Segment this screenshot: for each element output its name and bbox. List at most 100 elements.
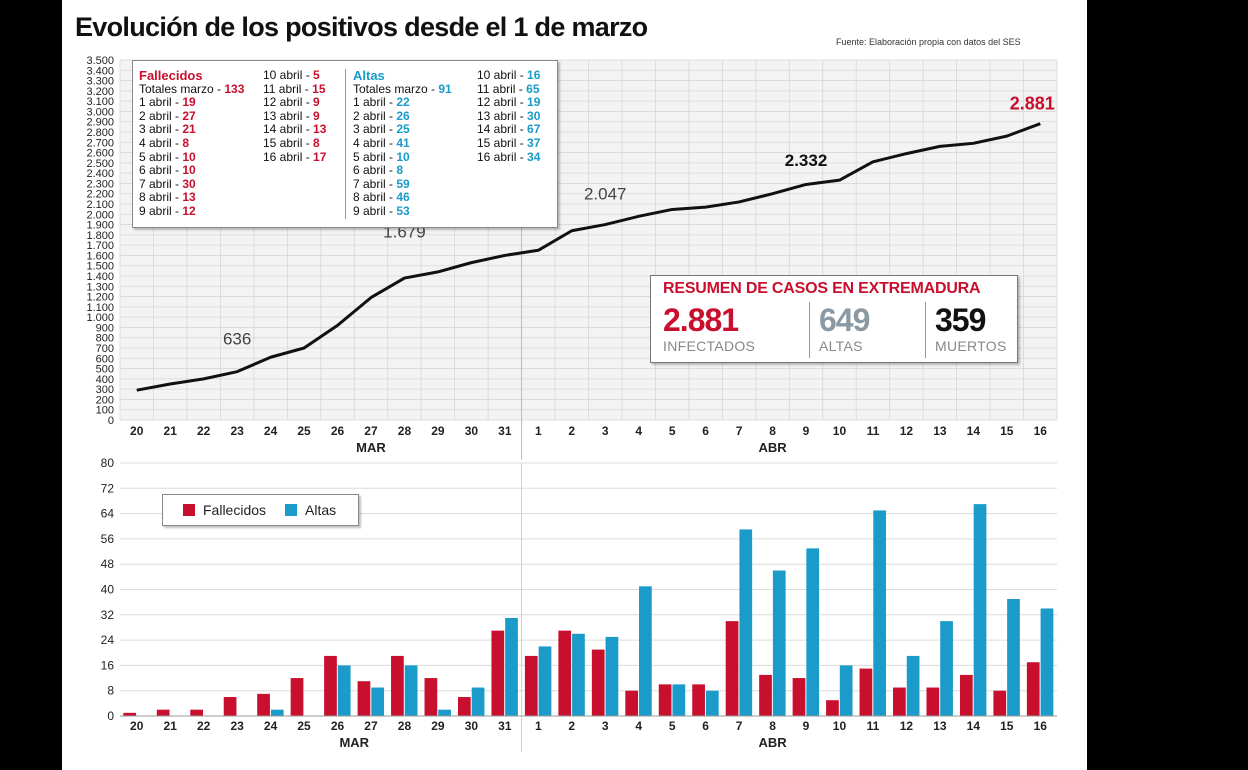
line-chart-xtick: 24 [264,424,278,438]
list-item: 5 abril - 10 [139,149,244,165]
bar-chart-xtick: 29 [431,719,445,733]
list-item-value: 5 [313,68,320,82]
list-item-value: 22 [396,95,410,110]
altas-label: ALTAS [819,338,863,354]
altas-col2: 10 abril - 16 11 abril - 65 12 abril - 19 1… [477,68,541,164]
bar-fallecidos [926,687,940,716]
bar-chart-xtick: 5 [669,719,676,733]
line-chart-xtick: 27 [364,424,378,438]
daily-breakdown-box: Fallecidos Totales marzo - 133 1 abril - … [132,60,558,228]
bar-chart-ytick: 16 [101,658,115,672]
infobox-divider [345,69,346,219]
line-chart-ytick: 2.400 [86,168,114,180]
muertos-label: MUERTOS [935,338,1007,354]
list-item-label: 10 abril - [477,68,528,82]
bar-fallecidos [658,684,672,716]
list-item: 3 abril - 21 [139,123,244,137]
list-item-label: 4 abril - [139,135,183,150]
bar-chart-ytick: 64 [101,507,115,521]
bar-chart-xtick: 25 [297,719,311,733]
bar-fallecidos [357,681,371,716]
summary-separator [809,302,810,358]
list-item-value: 91 [438,81,452,96]
line-chart-ytick: 1.000 [86,312,114,324]
line-chart-ytick: 1.400 [86,271,114,283]
list-item: 13 abril - 30 [477,109,540,124]
bar-fallecidos [290,678,304,716]
list-item-value: 19 [527,95,541,110]
list-item-label: 3 abril - [139,122,183,137]
bar-chart-xtick: 20 [130,719,144,733]
list-item: 10 abril - 16 [477,68,540,83]
list-item-value: 133 [224,81,245,96]
line-chart-xtick: 16 [1034,424,1048,438]
line-chart-xtick: 30 [465,424,479,438]
list-item-value: 19 [182,95,196,110]
infectados-value: 2.881 [663,302,739,338]
bar-chart-ytick: 32 [101,608,115,622]
line-chart-xtick: 5 [669,424,676,438]
bar-altas [270,709,284,716]
line-chart-ytick: 3.300 [86,76,114,88]
bar-fallecidos [558,630,572,716]
bar-altas [1040,608,1054,716]
line-chart-ytick: 1.600 [86,250,114,262]
bar-altas [471,687,485,716]
bar-chart-xtick: 13 [933,719,947,733]
line-chart-annotation: 636 [223,330,251,349]
line-chart-xtick: 4 [635,424,642,438]
line-chart-xtick: 31 [498,424,512,438]
line-chart-ytick: 900 [96,322,114,334]
line-chart-xtick: 11 [867,424,880,438]
bar-altas [404,665,418,716]
bar-chart-ytick: 40 [101,583,115,597]
list-item-value: 9 [313,108,320,123]
bar-chart-ytick: 48 [101,557,115,571]
line-chart-ytick: 300 [96,384,114,396]
bar-altas [538,646,552,716]
line-chart-ytick: 2.800 [86,127,114,139]
bar-chart-ytick: 72 [101,481,115,495]
legend-label-altas: Altas [305,502,337,518]
altas-header: Altas [353,68,385,83]
list-item-value: 17 [313,149,327,164]
line-chart-ytick: 2.500 [86,158,114,170]
altas-value: 649 [819,302,870,338]
line-chart-ytick: 1.800 [86,230,114,242]
bar-altas [772,570,786,716]
line-chart-xtick: 21 [164,424,178,438]
list-item-value: 10 [182,149,196,164]
list-item-label: 4 abril - [353,135,397,150]
list-item: Totales marzo - 133 [139,81,245,97]
list-item-value: 8 [313,135,320,150]
line-chart-xtick: 12 [900,424,914,438]
line-chart-xtick: 23 [230,424,244,438]
bar-altas [1007,598,1020,716]
list-item-label: 15 abril - [477,135,528,150]
list-item-label: 1 abril - [139,95,183,110]
list-item: 6 abril - 8 [353,163,452,178]
list-item-label: 11 abril - [477,81,527,96]
bar-altas [873,510,886,716]
list-item: Totales marzo - 91 [353,81,452,97]
list-item-label: Totales marzo - [353,81,439,96]
fallecidos-header: Fallecidos [139,68,203,83]
line-chart-xtick: 25 [297,424,311,438]
line-chart-xtick: 26 [331,424,345,438]
bar-chart-xtick: 15 [1000,719,1014,733]
list-item-value: 21 [182,122,196,137]
bar-chart-xtick: 14 [967,719,981,733]
bar-fallecidos [123,712,137,716]
list-item-label: 8 abril - [353,190,397,205]
bar-fallecidos [491,630,505,716]
bar-altas [505,617,518,716]
bar-chart-xtick: 22 [197,719,211,733]
list-item: 11 abril - 15 [263,82,326,97]
line-chart-ytick: 2.300 [86,178,114,190]
line-chart-ytick: 1.900 [86,220,114,232]
bar-chart-xtick: 16 [1034,719,1048,733]
line-chart-ytick: 500 [96,364,114,376]
line-chart-xtick: 10 [833,424,847,438]
bar-chart-legend: Fallecidos Altas [162,494,359,526]
list-item: 13 abril - 9 [263,108,326,124]
